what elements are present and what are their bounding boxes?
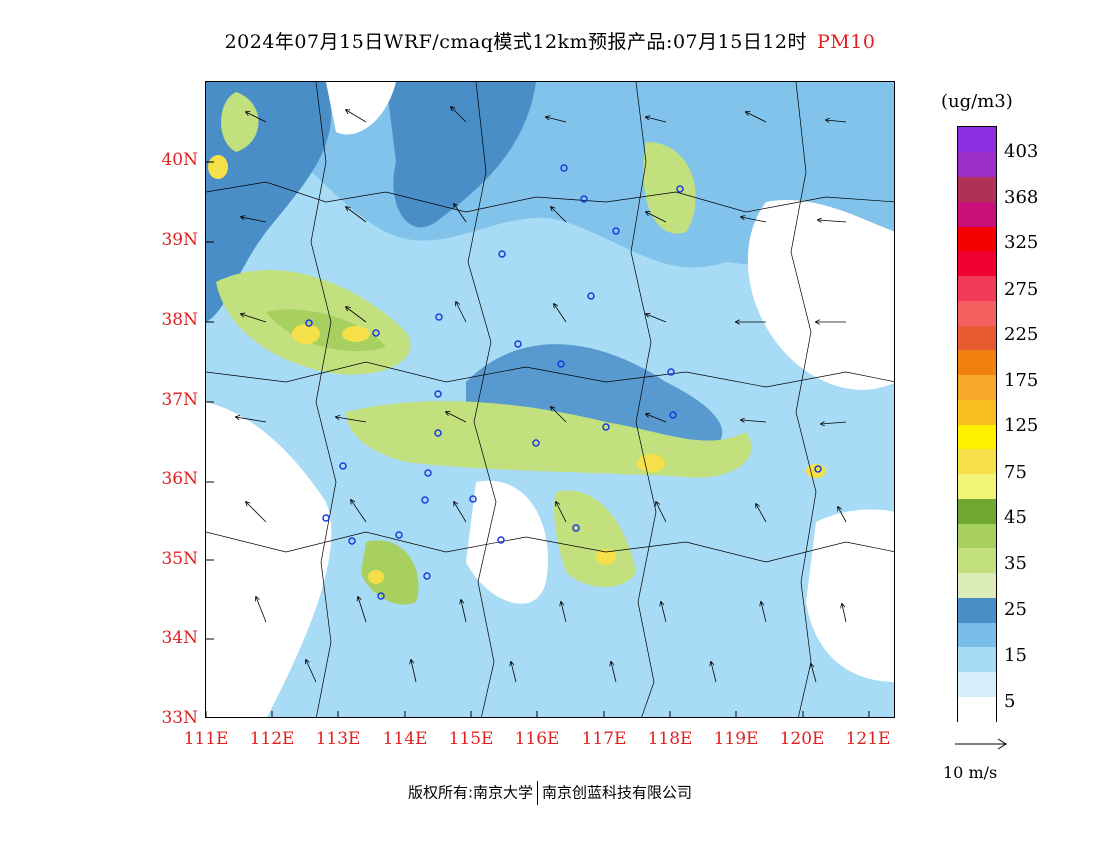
lon-label-112e: 112E bbox=[249, 729, 295, 749]
lon-label-118e: 118E bbox=[647, 729, 693, 749]
pm-hotspot-75-f bbox=[208, 155, 228, 179]
colorbar-label-5: 5 bbox=[1004, 691, 1016, 712]
colorbar-swatch bbox=[958, 201, 996, 227]
colorbar-swatch bbox=[958, 671, 996, 697]
map-title: 2024年07月15日WRF/cmaq模式12km预报产品:07月15日12时 P… bbox=[0, 27, 1100, 54]
colorbar-swatch bbox=[958, 374, 996, 400]
colorbar-label-175: 175 bbox=[1004, 370, 1039, 391]
title-variable: PM10 bbox=[817, 31, 876, 53]
colorbar-label-325: 325 bbox=[1004, 232, 1039, 253]
map-ticks bbox=[206, 161, 870, 717]
admin-boundaries bbox=[206, 82, 894, 717]
colorbar-swatch bbox=[958, 696, 996, 722]
copyright-footer: 版权所有:南京大学 南京创蓝科技有限公司 bbox=[0, 781, 1100, 805]
colorbar-label-15: 15 bbox=[1004, 645, 1027, 666]
colorbar bbox=[957, 126, 997, 722]
lon-label-120e: 120E bbox=[779, 729, 825, 749]
colorbar-unit: (ug/m3) bbox=[941, 91, 1013, 112]
colorbar-swatch bbox=[958, 275, 996, 301]
colorbar-label-275: 275 bbox=[1004, 279, 1039, 300]
colorbar-label-35: 35 bbox=[1004, 553, 1027, 574]
title-main: 2024年07月15日WRF/cmaq模式12km预报产品:07月15日12时 bbox=[224, 31, 807, 53]
lon-label-119e: 119E bbox=[713, 729, 759, 749]
pm-hotspot-75-g bbox=[368, 570, 384, 584]
pm-band-15 bbox=[206, 82, 894, 282]
colorbar-label-25: 25 bbox=[1004, 599, 1027, 620]
lat-label-35n: 35N bbox=[161, 549, 198, 569]
station-markers bbox=[305, 164, 822, 600]
colorbar-swatch bbox=[958, 424, 996, 450]
lon-label-116e: 116E bbox=[514, 729, 560, 749]
colorbar-swatch bbox=[958, 597, 996, 623]
colorbar-swatch bbox=[958, 572, 996, 598]
colorbar-swatch bbox=[958, 399, 996, 425]
colorbar-swatch bbox=[958, 646, 996, 672]
lat-label-34n: 34N bbox=[161, 628, 198, 648]
colorbar-swatch bbox=[958, 349, 996, 375]
clean-region-center bbox=[466, 480, 548, 604]
lon-label-111e: 111E bbox=[183, 729, 229, 749]
pm-band-25-north bbox=[386, 82, 536, 228]
pm-hotspot-75-c bbox=[637, 454, 665, 472]
map-canvas bbox=[206, 82, 894, 717]
colorbar-label-125: 125 bbox=[1004, 415, 1039, 436]
colorbar-label-45: 45 bbox=[1004, 507, 1027, 528]
pm-zone-35-nw bbox=[221, 92, 259, 152]
lon-label-117e: 117E bbox=[581, 729, 627, 749]
colorbar-swatch bbox=[958, 622, 996, 648]
colorbar-swatch bbox=[958, 473, 996, 499]
colorbar-swatch bbox=[958, 498, 996, 524]
lat-label-40n: 40N bbox=[161, 150, 198, 170]
colorbar-label-368: 368 bbox=[1004, 187, 1039, 208]
wind-reference-arrow-icon bbox=[955, 738, 1007, 750]
wind-reference-label: 10 m/s bbox=[943, 763, 998, 782]
pm-hotspot-75-e bbox=[596, 549, 616, 565]
colorbar-label-75: 75 bbox=[1004, 462, 1027, 483]
copyright-owner: 版权所有:南京大学 bbox=[407, 783, 534, 802]
pm-hotspot-75-a bbox=[292, 324, 320, 344]
colorbar-swatch bbox=[958, 448, 996, 474]
colorbar-swatch bbox=[958, 547, 996, 573]
pm-zone-35-shandong bbox=[554, 490, 636, 587]
colorbar-swatch bbox=[958, 523, 996, 549]
footer-divider bbox=[537, 781, 539, 805]
pm-zone-35-north bbox=[643, 142, 696, 234]
colorbar-swatch bbox=[958, 151, 996, 177]
clean-region-sw bbox=[206, 402, 332, 717]
colorbar-swatch bbox=[958, 250, 996, 276]
lat-label-38n: 38N bbox=[161, 310, 198, 330]
wind-vectors bbox=[236, 107, 847, 683]
lon-label-114e: 114E bbox=[382, 729, 428, 749]
colorbar-label-403: 403 bbox=[1004, 141, 1039, 162]
lat-label-37n: 37N bbox=[161, 390, 198, 410]
lon-label-121e: 121E bbox=[845, 729, 891, 749]
lat-label-36n: 36N bbox=[161, 469, 198, 489]
clean-region-ne bbox=[747, 200, 894, 390]
lon-label-115e: 115E bbox=[448, 729, 494, 749]
colorbar-swatch bbox=[958, 127, 996, 153]
lat-label-33n: 33N bbox=[161, 708, 198, 728]
colorbar-swatch bbox=[958, 325, 996, 351]
colorbar-swatch bbox=[958, 176, 996, 202]
clean-region-n bbox=[326, 82, 396, 135]
clean-region-se bbox=[806, 509, 894, 682]
colorbar-label-225: 225 bbox=[1004, 324, 1039, 345]
lon-label-113e: 113E bbox=[315, 729, 361, 749]
colorbar-swatch bbox=[958, 226, 996, 252]
pm-hotspot-75-b bbox=[342, 326, 370, 342]
lat-label-39n: 39N bbox=[161, 230, 198, 250]
copyright-company: 南京创蓝科技有限公司 bbox=[542, 783, 693, 802]
pm10-forecast-map bbox=[205, 81, 895, 718]
colorbar-swatch bbox=[958, 300, 996, 326]
pm-zone-45-henan bbox=[361, 540, 419, 605]
